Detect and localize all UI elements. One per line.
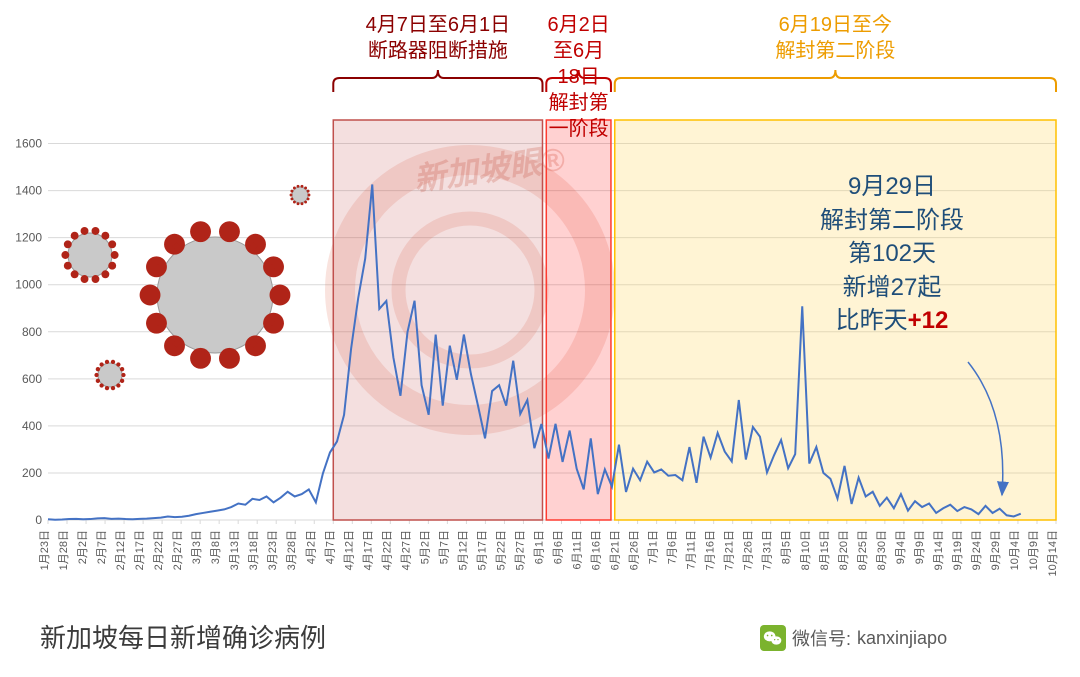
svg-text:0: 0 xyxy=(35,513,42,527)
svg-text:4月7日: 4月7日 xyxy=(324,530,336,564)
svg-text:7月1日: 7月1日 xyxy=(648,530,660,564)
svg-text:9月14日: 9月14日 xyxy=(933,530,945,570)
svg-text:3月8日: 3月8日 xyxy=(210,530,222,564)
svg-text:3月28日: 3月28日 xyxy=(286,530,298,570)
svg-text:9月29日: 9月29日 xyxy=(990,530,1002,570)
svg-text:400: 400 xyxy=(22,419,42,433)
svg-text:800: 800 xyxy=(22,325,42,339)
svg-text:5月12日: 5月12日 xyxy=(457,530,469,570)
svg-text:9月19日: 9月19日 xyxy=(952,530,964,570)
svg-text:4月17日: 4月17日 xyxy=(362,530,374,570)
svg-text:2月27日: 2月27日 xyxy=(172,530,184,570)
phase-title-line1: 6月19日至今 xyxy=(615,12,1056,38)
svg-text:7月21日: 7月21日 xyxy=(724,530,736,570)
phase-title-line1: 6月2日至6月18日 xyxy=(546,12,611,90)
svg-text:5月27日: 5月27日 xyxy=(514,530,526,570)
svg-text:9月4日: 9月4日 xyxy=(895,530,907,564)
svg-text:6月11日: 6月11日 xyxy=(572,530,584,570)
phase-label-phase2: 6月2日至6月18日解封第一阶段 xyxy=(546,12,611,142)
svg-text:3月13日: 3月13日 xyxy=(229,530,241,570)
phase-title-line1: 4月7日至6月1日 xyxy=(333,12,542,38)
chart-container: 0 200 400 600 800 1000 1200 1400 1600 1月23日 1月28日 2… xyxy=(0,0,1080,677)
svg-text:1200: 1200 xyxy=(15,231,42,245)
svg-text:2月7日: 2月7日 xyxy=(96,530,108,564)
phase-label-phase1: 4月7日至6月1日断路器阻断措施 xyxy=(333,12,542,64)
wechat-label: 微信号: xyxy=(792,625,851,651)
annotation-callout: 9月29日解封第二阶段第102天新增27起比昨天+12 xyxy=(820,170,964,338)
svg-text:600: 600 xyxy=(22,372,42,386)
svg-text:6月21日: 6月21日 xyxy=(610,530,622,570)
svg-text:4月2日: 4月2日 xyxy=(305,530,317,564)
svg-text:7月31日: 7月31日 xyxy=(762,530,774,570)
svg-text:1月23日: 1月23日 xyxy=(39,530,51,570)
svg-text:7月6日: 7月6日 xyxy=(667,530,679,564)
svg-text:5月17日: 5月17日 xyxy=(476,530,488,570)
svg-text:10月9日: 10月9日 xyxy=(1028,530,1040,570)
phase-label-phase3: 6月19日至今解封第二阶段 xyxy=(615,12,1056,64)
svg-text:2月17日: 2月17日 xyxy=(134,530,146,570)
svg-text:3月23日: 3月23日 xyxy=(267,530,279,570)
svg-text:10月4日: 10月4日 xyxy=(1009,530,1021,570)
annotation-delta: 比昨天+12 xyxy=(820,304,964,338)
svg-text:9月9日: 9月9日 xyxy=(914,530,926,564)
svg-text:8月15日: 8月15日 xyxy=(819,530,831,570)
svg-text:10月14日: 10月14日 xyxy=(1047,530,1059,576)
svg-text:6月26日: 6月26日 xyxy=(629,530,641,570)
svg-text:7月26日: 7月26日 xyxy=(743,530,755,570)
annotation-line: 第102天 xyxy=(820,237,964,271)
wechat-value: kanxinjiapo xyxy=(857,628,947,649)
annotation-line: 解封第二阶段 xyxy=(820,204,964,238)
svg-text:4月27日: 4月27日 xyxy=(400,530,412,570)
svg-text:5月7日: 5月7日 xyxy=(438,530,450,564)
svg-text:1月28日: 1月28日 xyxy=(58,530,70,570)
svg-text:6月16日: 6月16日 xyxy=(591,530,603,570)
svg-text:8月30日: 8月30日 xyxy=(876,530,888,570)
svg-text:1600: 1600 xyxy=(15,137,42,151)
svg-text:2月12日: 2月12日 xyxy=(115,530,127,570)
svg-text:8月10日: 8月10日 xyxy=(800,530,812,570)
phase-title-line2: 解封第一阶段 xyxy=(546,90,611,142)
svg-text:8月25日: 8月25日 xyxy=(857,530,869,570)
line-chart: 0 200 400 600 800 1000 1200 1400 1600 1月23日 1月28日 2… xyxy=(0,0,1080,677)
chart-subtitle: 新加坡每日新增确诊病例 xyxy=(40,618,326,655)
svg-text:7月11日: 7月11日 xyxy=(686,530,698,570)
phase-title-line2: 断路器阻断措施 xyxy=(333,38,542,64)
svg-text:3月18日: 3月18日 xyxy=(248,530,260,570)
svg-text:1400: 1400 xyxy=(15,184,42,198)
svg-text:9月24日: 9月24日 xyxy=(971,530,983,570)
svg-text:6月6日: 6月6日 xyxy=(553,530,565,564)
svg-text:6月1日: 6月1日 xyxy=(533,530,545,564)
svg-text:8月5日: 8月5日 xyxy=(781,530,793,564)
phase-title-line2: 解封第二阶段 xyxy=(615,38,1056,64)
svg-text:2月22日: 2月22日 xyxy=(153,530,165,570)
svg-text:2月2日: 2月2日 xyxy=(77,530,89,564)
svg-text:3月3日: 3月3日 xyxy=(191,530,203,564)
subtitle-text: 新加坡每日新增确诊病例 xyxy=(40,623,326,653)
annotation-line: 9月29日 xyxy=(820,170,964,204)
svg-text:5月22日: 5月22日 xyxy=(495,530,507,570)
svg-text:8月20日: 8月20日 xyxy=(838,530,850,570)
wechat-footer: 微信号: kanxinjiapo xyxy=(760,625,947,651)
svg-text:4月22日: 4月22日 xyxy=(381,530,393,570)
wechat-icon xyxy=(760,625,786,651)
annotation-line: 新增27起 xyxy=(820,271,964,305)
svg-text:1000: 1000 xyxy=(15,278,42,292)
svg-text:4月12日: 4月12日 xyxy=(343,530,355,570)
svg-text:5月2日: 5月2日 xyxy=(419,530,431,564)
svg-text:7月16日: 7月16日 xyxy=(705,530,717,570)
svg-text:200: 200 xyxy=(22,466,42,480)
